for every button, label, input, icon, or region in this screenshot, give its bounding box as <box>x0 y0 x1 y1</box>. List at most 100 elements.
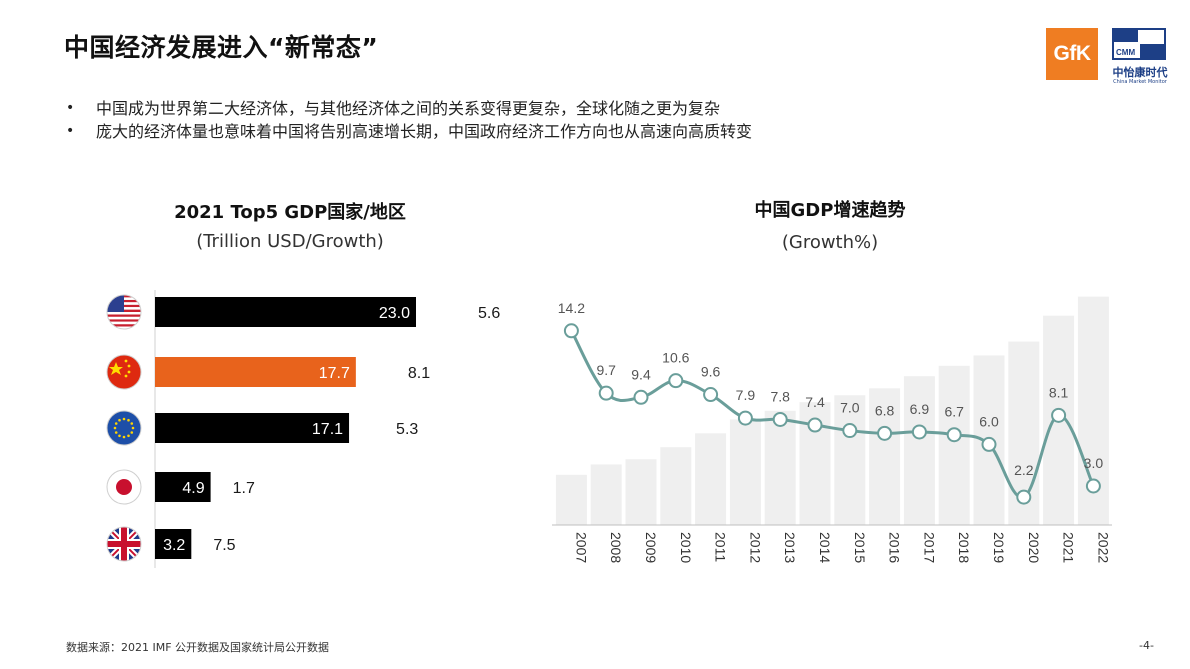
gfk-logo: GfK <box>1046 28 1098 80</box>
gdp-background-bar <box>729 419 761 525</box>
gdp-background-bar <box>555 474 587 525</box>
gdp-background-bar <box>973 355 1005 525</box>
bullet-list: • 中国成为世界第二大经济体，与其他经济体之间的关系变得更复杂，全球化随之更为复… <box>66 97 752 143</box>
growth-value-label: 7.9 <box>736 387 756 403</box>
bullet-item: • 中国成为世界第二大经济体，与其他经济体之间的关系变得更复杂，全球化随之更为复… <box>66 97 752 120</box>
bullet-dot: • <box>66 123 75 139</box>
cmm-abbr: CMM <box>1116 48 1136 57</box>
year-tick-label: 2020 <box>1026 532 1042 563</box>
growth-point <box>877 425 893 441</box>
growth-value-label: 9.4 <box>631 366 651 382</box>
growth-value-label: 10.6 <box>662 350 689 366</box>
growth-label: 8.1 <box>408 365 430 382</box>
growth-point <box>563 323 579 339</box>
gdp-bar <box>155 357 356 387</box>
japan-flag-icon <box>106 469 142 505</box>
growth-point <box>737 410 753 426</box>
growth-point <box>807 417 823 433</box>
line-chart-subtitle: (Growth%) <box>781 232 879 253</box>
gdp-background-bar <box>590 464 622 525</box>
gdp-background-bar <box>903 376 935 525</box>
year-tick-label: 2013 <box>782 532 798 563</box>
gdp-bar <box>155 529 192 559</box>
growth-value-label: 8.1 <box>1049 384 1069 400</box>
growth-value-label: 6.7 <box>944 404 964 420</box>
gdp-background-bar <box>625 459 657 525</box>
year-tick-label: 2018 <box>956 532 972 563</box>
gdp-background-bar <box>1008 341 1040 525</box>
growth-value-label: 2.2 <box>1014 462 1034 478</box>
gdp-bar <box>155 297 416 327</box>
growth-value-label: 7.4 <box>805 394 825 410</box>
growth-label: 5.6 <box>478 305 500 322</box>
bar-chart-subtitle: (Trillion USD/Growth) <box>196 231 384 252</box>
growth-point <box>1051 407 1067 423</box>
bullet-text: 庞大的经济体量也意味着中国将告别高速增长期，中国政府经济工作方向也从高速向高质转… <box>96 122 753 141</box>
growth-point <box>981 436 997 452</box>
gdp-background-bar <box>764 410 796 525</box>
growth-value-label: 7.8 <box>770 388 790 404</box>
china-flag-icon <box>106 354 142 390</box>
growth-point <box>633 389 649 405</box>
growth-value-label: 6.0 <box>979 413 999 429</box>
growth-value-label: 7.0 <box>840 400 860 416</box>
gdp-bar <box>155 472 211 502</box>
page-number: -4- <box>1139 639 1154 652</box>
growth-point <box>1016 489 1032 505</box>
growth-label: 1.7 <box>233 480 255 497</box>
cmm-name: 中怡康时代 <box>1112 66 1168 79</box>
bullet-text: 中国成为世界第二大经济体，与其他经济体之间的关系变得更复杂，全球化随之更为复杂 <box>96 99 721 118</box>
cmm-logo-mark: CMM <box>1112 28 1166 60</box>
growth-label: 5.3 <box>396 421 418 438</box>
growth-point <box>703 387 719 403</box>
year-tick-label: 2009 <box>643 532 659 563</box>
growth-point <box>842 423 858 439</box>
growth-point <box>598 385 614 401</box>
gdp-value-label: 23.0 <box>379 305 410 322</box>
page-title: 中国经济发展进入“新常态” <box>64 33 379 62</box>
growth-point <box>772 411 788 427</box>
bar-chart-title: 2021 Top5 GDP国家/地区 <box>174 202 406 223</box>
year-tick-label: 2019 <box>991 532 1007 563</box>
growth-point <box>946 427 962 443</box>
year-tick-label: 2010 <box>678 532 694 563</box>
gdp-bar <box>155 413 350 443</box>
gdp-background-bar <box>869 388 901 525</box>
year-tick-label: 2014 <box>817 532 833 563</box>
growth-value-label: 3.0 <box>1084 455 1104 471</box>
year-tick-label: 2008 <box>608 532 624 563</box>
gdp-background-bar <box>799 402 831 525</box>
growth-point <box>911 424 927 440</box>
source-footnote: 数据来源：2021 IMF 公开数据及国家统计局公开数据 <box>66 641 330 654</box>
gdp-background-bar <box>1043 315 1075 525</box>
gdp-value-label: 17.1 <box>312 421 343 438</box>
bullet-item: • 庞大的经济体量也意味着中国将告别高速增长期，中国政府经济工作方向也从高速向高… <box>66 120 752 143</box>
gdp-value-label: 17.7 <box>319 365 350 382</box>
gdp-value-label: 3.2 <box>163 537 185 554</box>
year-tick-label: 2011 <box>713 532 729 562</box>
year-tick-label: 2012 <box>747 532 763 563</box>
logos: GfK CMM 中怡康时代 China Market Monitor <box>1046 28 1172 88</box>
growth-point <box>1085 478 1101 494</box>
growth-line <box>570 330 1095 499</box>
growth-value-label: 9.6 <box>701 364 721 380</box>
gdp-background-bar <box>695 433 727 525</box>
year-tick-label: 2022 <box>1095 532 1111 563</box>
gdp-value-label: 4.9 <box>182 480 204 497</box>
growth-value-label: 9.7 <box>596 362 616 378</box>
year-tick-label: 2015 <box>852 532 868 563</box>
year-tick-label: 2017 <box>921 532 937 563</box>
us-flag-icon <box>106 294 142 330</box>
growth-label: 7.5 <box>213 537 235 554</box>
growth-value-label: 14.2 <box>558 300 585 316</box>
line-chart-title: 中国GDP增速趋势 <box>754 200 906 221</box>
gdp-background-bar <box>938 365 970 525</box>
growth-point <box>668 373 684 389</box>
growth-value-label: 6.8 <box>875 402 895 418</box>
gdp-background-bar <box>660 447 692 525</box>
bullet-dot: • <box>66 100 75 116</box>
year-tick-label: 2021 <box>1061 532 1077 563</box>
year-tick-label: 2016 <box>887 532 903 563</box>
gdp-background-bar <box>834 395 866 525</box>
year-tick-label: 2007 <box>573 532 589 563</box>
